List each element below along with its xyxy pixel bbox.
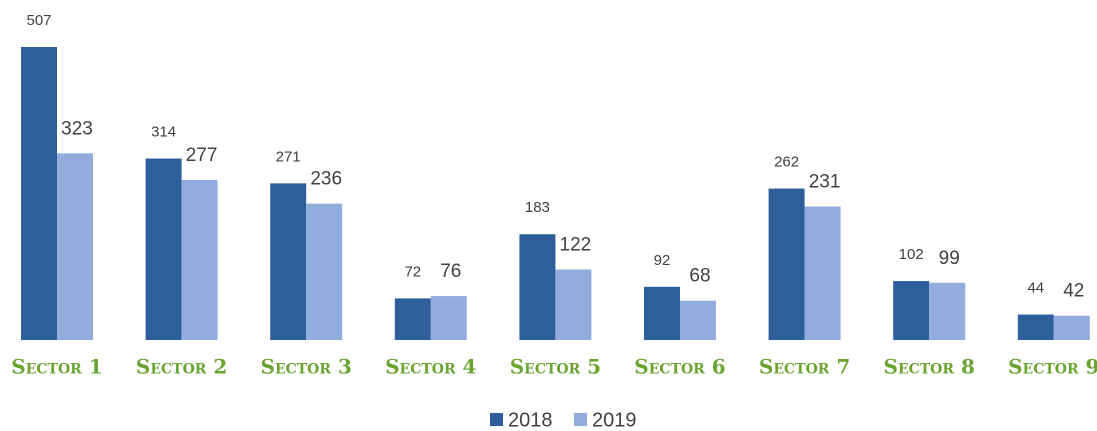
value-label: 277 bbox=[186, 145, 218, 166]
bar bbox=[680, 300, 716, 340]
bar bbox=[145, 158, 182, 340]
bar bbox=[57, 153, 93, 340]
value-label: 44 bbox=[1027, 280, 1044, 297]
bar bbox=[394, 298, 431, 340]
x-tick-label: Sector 6 bbox=[634, 355, 725, 379]
x-tick-label: Sector 2 bbox=[136, 355, 227, 379]
x-tick-label: Sector 8 bbox=[884, 355, 975, 379]
value-label: 92 bbox=[654, 252, 671, 269]
value-label: 99 bbox=[939, 248, 960, 269]
value-label: 507 bbox=[26, 12, 51, 29]
x-tick-label: Sector 5 bbox=[510, 355, 601, 379]
bar bbox=[929, 282, 966, 340]
x-tick-label: Sector 9 bbox=[1008, 355, 1097, 379]
bar bbox=[804, 206, 841, 340]
bar bbox=[768, 188, 805, 340]
legend-label: 2019 bbox=[592, 409, 637, 431]
value-label: 271 bbox=[276, 148, 301, 165]
x-tick-label: Sector 1 bbox=[11, 355, 102, 379]
value-label: 122 bbox=[560, 235, 592, 256]
bar bbox=[21, 47, 57, 340]
value-label: 323 bbox=[61, 118, 93, 139]
value-label: 72 bbox=[404, 263, 421, 280]
x-tick-label: Sector 7 bbox=[759, 355, 850, 379]
value-label: 314 bbox=[151, 124, 176, 141]
bar bbox=[270, 183, 307, 340]
bar bbox=[893, 281, 930, 340]
value-label: 183 bbox=[525, 199, 550, 216]
x-tick-label: Sector 3 bbox=[261, 355, 352, 379]
bar bbox=[555, 269, 592, 340]
bar bbox=[1017, 314, 1054, 340]
bar bbox=[519, 234, 556, 340]
legend-swatch bbox=[490, 413, 503, 426]
legend-swatch bbox=[574, 413, 587, 426]
value-label: 231 bbox=[809, 172, 841, 193]
bar bbox=[644, 286, 680, 340]
value-label: 76 bbox=[440, 261, 461, 282]
bar bbox=[430, 296, 467, 340]
value-label: 68 bbox=[689, 266, 710, 287]
x-tick-label: Sector 4 bbox=[385, 355, 476, 379]
value-label: 42 bbox=[1063, 281, 1084, 302]
bar bbox=[306, 203, 343, 340]
bar bbox=[1053, 315, 1090, 340]
bar bbox=[181, 179, 218, 340]
value-label: 262 bbox=[774, 154, 799, 171]
value-label: 102 bbox=[899, 246, 924, 263]
legend-label: 2018 bbox=[508, 409, 553, 431]
value-label: 236 bbox=[310, 169, 342, 190]
